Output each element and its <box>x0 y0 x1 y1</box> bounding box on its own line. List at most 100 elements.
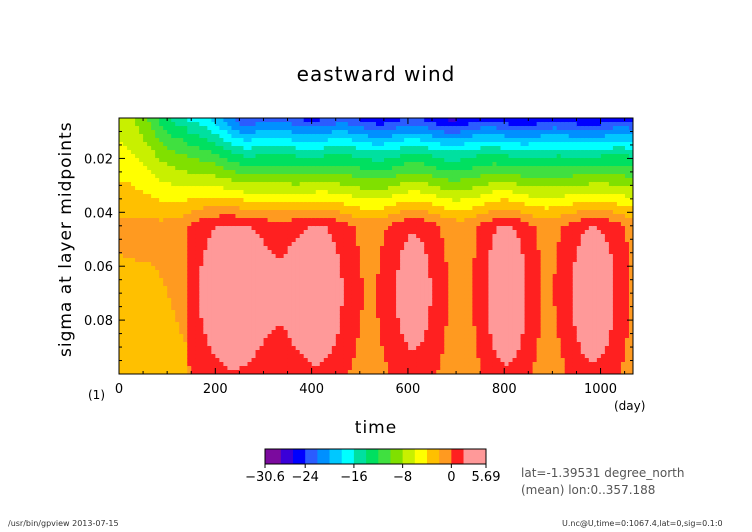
heatmap-cell <box>147 302 152 307</box>
heatmap-cell <box>179 218 184 223</box>
heatmap-cell <box>355 194 361 199</box>
heatmap-cell <box>263 338 269 343</box>
heatmap-cell <box>335 258 341 263</box>
heatmap-cell <box>155 134 160 139</box>
heatmap-cell <box>400 222 405 227</box>
heatmap-cell <box>287 242 293 247</box>
heatmap-cell <box>343 366 349 371</box>
heatmap-cell <box>251 186 257 191</box>
heatmap-cell <box>227 222 233 227</box>
heatmap-cell <box>428 302 433 307</box>
heatmap-cell <box>295 154 301 159</box>
heatmap-cell <box>207 142 212 147</box>
heatmap-cell <box>227 162 233 167</box>
heatmap-cell <box>175 318 180 323</box>
heatmap-cell <box>215 222 220 227</box>
heatmap-cell <box>400 370 405 374</box>
heatmap-cell <box>351 190 357 195</box>
heatmap-cell <box>123 286 128 291</box>
heatmap-cell <box>211 250 216 255</box>
heatmap-cell <box>339 294 345 299</box>
heatmap-cell <box>311 254 317 259</box>
heatmap-cell <box>315 310 321 315</box>
heatmap-cell <box>355 278 361 283</box>
heatmap-cell <box>215 294 220 299</box>
heatmap-cell <box>287 338 293 343</box>
heatmap-cell <box>315 122 321 127</box>
heatmap-cell <box>139 354 144 359</box>
heatmap-cell <box>171 350 176 355</box>
heatmap-cell <box>207 222 212 227</box>
heatmap-cell <box>396 134 401 139</box>
heatmap-cell <box>243 294 249 299</box>
heatmap-cell <box>263 286 269 291</box>
heatmap-cell <box>191 290 196 295</box>
heatmap-cell <box>191 234 196 239</box>
heatmap-cell <box>400 210 405 215</box>
heatmap-cell <box>307 314 313 319</box>
heatmap-cell <box>215 210 220 215</box>
heatmap-cell <box>187 302 192 307</box>
heatmap-cell <box>291 250 297 255</box>
heatmap-cell <box>235 174 241 179</box>
heatmap-cell <box>267 206 273 211</box>
heatmap-cell <box>139 218 144 223</box>
heatmap-cell <box>267 214 273 219</box>
heatmap-cell <box>235 238 241 243</box>
heatmap-cell <box>359 370 365 374</box>
heatmap-cell <box>396 214 401 219</box>
heatmap-cell <box>371 234 377 239</box>
heatmap-cell <box>359 146 365 151</box>
heatmap-cell <box>335 302 341 307</box>
heatmap-cell <box>283 310 289 315</box>
heatmap-cell <box>396 174 401 179</box>
heatmap-cell <box>135 138 140 143</box>
heatmap-cell <box>315 146 321 151</box>
heatmap-cell <box>408 126 413 131</box>
heatmap-cell <box>123 166 128 171</box>
heatmap-cell <box>255 302 261 307</box>
heatmap-cell <box>335 338 341 343</box>
heatmap-cell <box>283 218 289 223</box>
heatmap-cell <box>307 298 313 303</box>
heatmap-cell <box>235 182 241 187</box>
heatmap-cell <box>359 154 365 159</box>
heatmap-cell <box>380 186 385 191</box>
heatmap-cell <box>376 334 381 339</box>
heatmap-cell <box>207 366 212 371</box>
heatmap-cell <box>227 258 233 263</box>
heatmap-cell <box>167 234 172 239</box>
heatmap-cell <box>183 358 188 363</box>
heatmap-cell <box>207 258 212 263</box>
heatmap-cell <box>239 186 245 191</box>
heatmap-cell <box>303 310 309 315</box>
heatmap-cell <box>380 326 385 331</box>
heatmap-cell <box>363 342 369 347</box>
heatmap-cell <box>251 298 257 303</box>
heatmap-cell <box>295 206 301 211</box>
heatmap-cell <box>416 342 421 347</box>
heatmap-cell <box>131 202 136 207</box>
heatmap-cell <box>371 174 377 179</box>
heatmap-cell <box>227 170 233 175</box>
heatmap-cell <box>159 326 164 331</box>
heatmap-cell <box>303 230 309 235</box>
heatmap-cell <box>371 334 377 339</box>
heatmap-cell <box>319 370 325 374</box>
heatmap-cell <box>400 362 405 367</box>
heatmap-cell <box>235 314 241 319</box>
heatmap-cell <box>163 334 168 339</box>
heatmap-cell <box>315 258 321 263</box>
heatmap-cell <box>428 294 433 299</box>
heatmap-cell <box>404 174 409 179</box>
heatmap-cell <box>135 166 140 171</box>
heatmap-cell <box>416 226 421 231</box>
heatmap-cell <box>231 318 237 323</box>
heatmap-cell <box>151 238 156 243</box>
heatmap-cell <box>319 266 325 271</box>
heatmap-cell <box>203 294 208 299</box>
heatmap-cell <box>351 334 357 339</box>
heatmap-cell <box>319 202 325 207</box>
heatmap-cell <box>355 126 361 131</box>
heatmap-cell <box>279 234 285 239</box>
